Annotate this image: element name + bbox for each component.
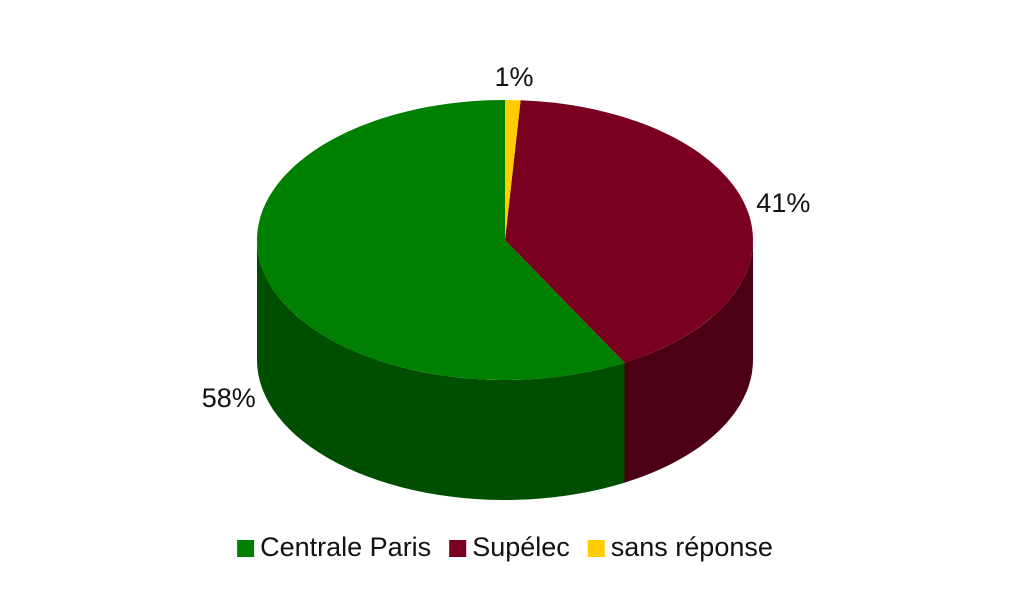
legend-label: Supélec — [472, 532, 570, 562]
legend-swatch — [449, 540, 467, 557]
value-label: 41% — [756, 188, 810, 218]
value-label: 58% — [202, 383, 256, 413]
legend-label: sans réponse — [611, 532, 773, 562]
slice — [257, 100, 625, 380]
value-label: 1% — [494, 62, 533, 92]
legend-swatch — [587, 540, 605, 557]
slice — [505, 100, 521, 240]
slice-side — [624, 240, 753, 483]
legend-label: Centrale Paris — [260, 532, 431, 562]
legend-swatch — [237, 540, 255, 557]
slice-side — [257, 240, 625, 500]
slice — [505, 100, 753, 363]
